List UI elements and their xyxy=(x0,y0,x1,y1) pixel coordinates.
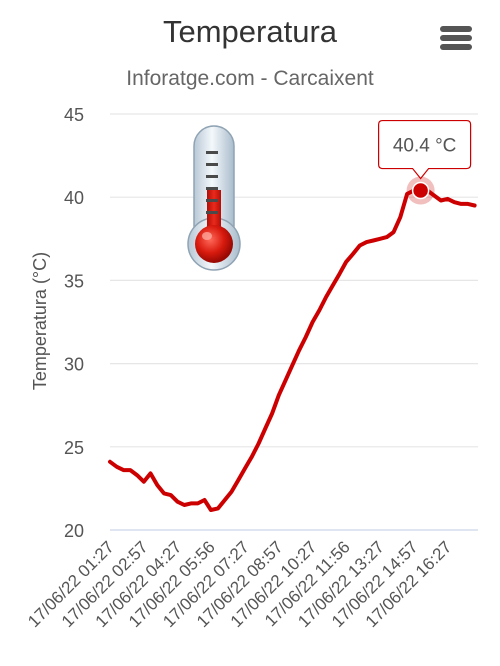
y-tick-label: 40 xyxy=(64,188,84,208)
menu-bar-middle xyxy=(440,35,472,41)
hamburger-menu-icon[interactable] xyxy=(440,26,472,56)
tooltip-box xyxy=(378,119,472,180)
thermometer-icon xyxy=(187,125,241,271)
grid-lines xyxy=(110,113,478,531)
menu-bar-bottom xyxy=(440,44,472,50)
tooltip-text: 40.4 °C xyxy=(393,136,457,157)
tooltip: 40.4 °C xyxy=(378,119,472,180)
y-axis-ticks: 20 25 30 35 40 45 xyxy=(64,105,84,541)
highlight-point[interactable] xyxy=(411,181,430,200)
highlight-marker[interactable] xyxy=(406,176,435,205)
y-tick-label: 30 xyxy=(64,355,84,375)
y-tick-label: 25 xyxy=(64,438,84,458)
menu-bar-top xyxy=(440,26,472,32)
y-axis-title: Temperatura (°C) xyxy=(30,252,50,390)
series-line-temperature xyxy=(108,186,477,512)
y-tick-label: 45 xyxy=(64,105,84,125)
chart-subtitle: Inforatge.com - Carcaixent xyxy=(126,67,374,90)
chart-title: Temperatura xyxy=(162,14,338,49)
y-tick-label: 35 xyxy=(64,271,84,291)
y-tick-label: 20 xyxy=(64,521,84,541)
